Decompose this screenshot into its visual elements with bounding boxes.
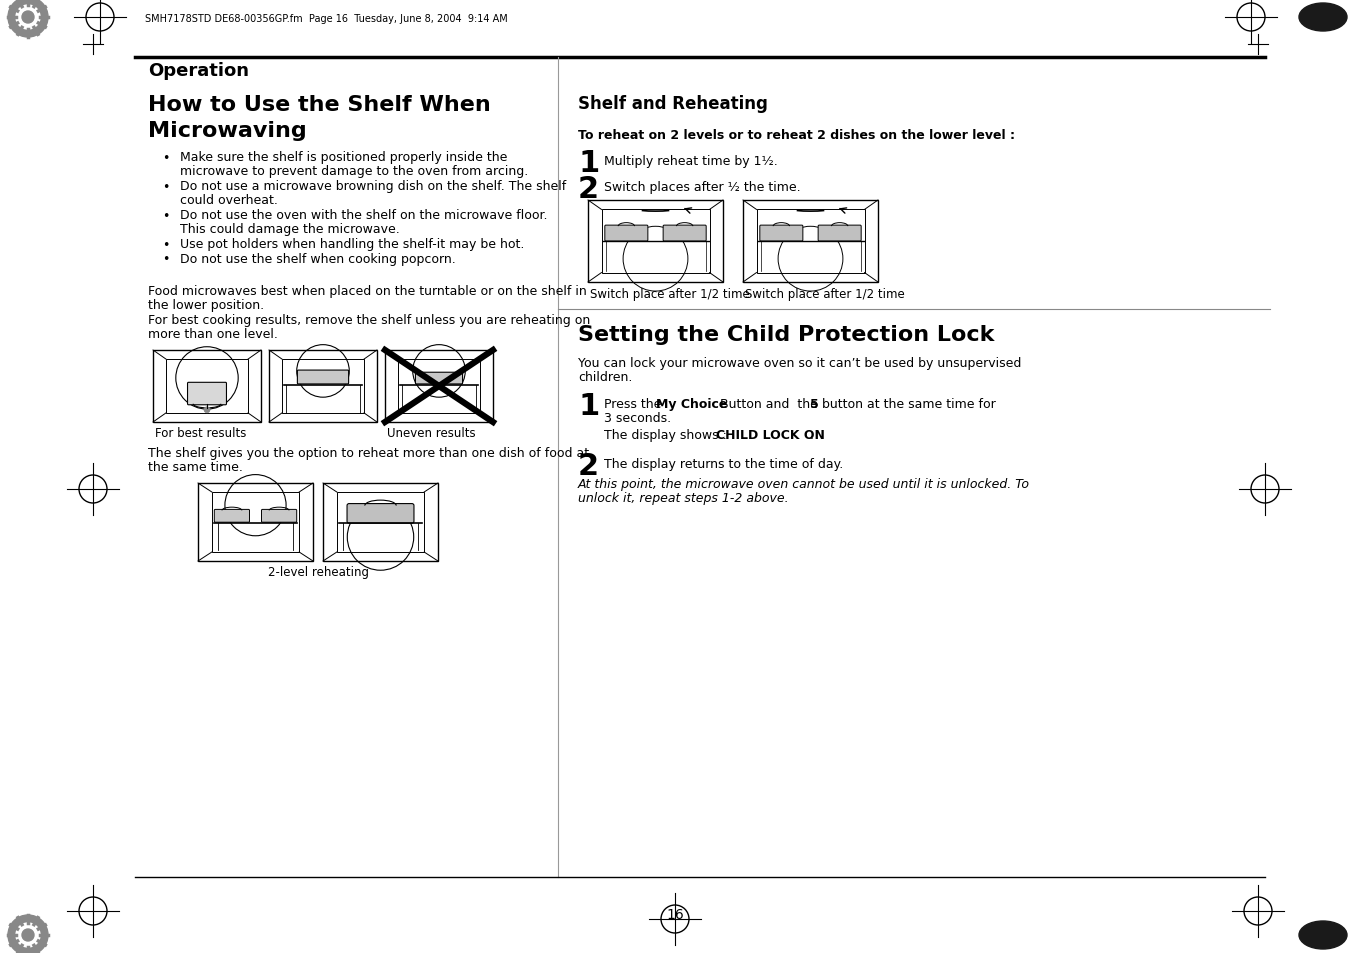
Text: To reheat on 2 levels or to reheat 2 dishes on the lower level :: To reheat on 2 levels or to reheat 2 dis… bbox=[578, 129, 1015, 142]
Text: Microwaving: Microwaving bbox=[149, 121, 307, 141]
Text: Press the: Press the bbox=[604, 397, 666, 411]
Text: Do not use the oven with the shelf on the microwave floor.: Do not use the oven with the shelf on th… bbox=[180, 209, 547, 222]
Bar bbox=[269, 351, 377, 422]
Text: Setting the Child Protection Lock: Setting the Child Protection Lock bbox=[578, 325, 994, 345]
Text: The display returns to the time of day.: The display returns to the time of day. bbox=[604, 457, 843, 471]
Text: could overheat.: could overheat. bbox=[180, 194, 278, 208]
FancyBboxPatch shape bbox=[415, 373, 462, 384]
FancyBboxPatch shape bbox=[262, 510, 297, 522]
Text: •: • bbox=[162, 181, 169, 193]
Text: My Choice: My Choice bbox=[657, 397, 727, 411]
Text: children.: children. bbox=[578, 371, 632, 384]
FancyBboxPatch shape bbox=[605, 226, 648, 242]
Text: Shelf and Reheating: Shelf and Reheating bbox=[578, 95, 767, 112]
Text: 2-level reheating: 2-level reheating bbox=[267, 565, 369, 578]
Text: 16: 16 bbox=[666, 907, 684, 921]
Text: 3 seconds.: 3 seconds. bbox=[604, 412, 671, 425]
Bar bbox=[212, 493, 299, 553]
Text: You can lock your microwave oven so it can’t be used by unsupervised: You can lock your microwave oven so it c… bbox=[578, 356, 1021, 370]
Text: more than one level.: more than one level. bbox=[149, 328, 278, 341]
Bar bbox=[399, 359, 480, 414]
Bar bbox=[153, 351, 261, 422]
FancyBboxPatch shape bbox=[759, 226, 802, 242]
Text: Use pot holders when handling the shelf-it may be hot.: Use pot holders when handling the shelf-… bbox=[180, 237, 524, 251]
Text: Uneven results: Uneven results bbox=[386, 427, 476, 439]
Text: Multiply reheat time by 1½.: Multiply reheat time by 1½. bbox=[604, 154, 778, 168]
FancyBboxPatch shape bbox=[819, 226, 861, 242]
Bar bbox=[166, 359, 249, 414]
Circle shape bbox=[16, 6, 41, 30]
Text: 1: 1 bbox=[578, 392, 600, 420]
Text: Do not use a microwave browning dish on the shelf. The shelf: Do not use a microwave browning dish on … bbox=[180, 180, 566, 193]
Bar bbox=[757, 211, 865, 274]
Text: This could damage the microwave.: This could damage the microwave. bbox=[180, 223, 400, 236]
FancyBboxPatch shape bbox=[215, 510, 250, 522]
Text: For best cooking results, remove the shelf unless you are reheating on: For best cooking results, remove the she… bbox=[149, 314, 590, 327]
Text: For best results: For best results bbox=[155, 427, 246, 439]
Text: 1: 1 bbox=[578, 149, 600, 178]
FancyBboxPatch shape bbox=[663, 226, 707, 242]
Bar bbox=[588, 201, 723, 283]
Text: •: • bbox=[162, 152, 169, 165]
Text: the same time.: the same time. bbox=[149, 461, 243, 474]
Bar bbox=[336, 493, 424, 553]
Bar bbox=[601, 211, 709, 274]
Bar bbox=[743, 201, 878, 283]
Text: 5: 5 bbox=[811, 397, 819, 411]
Circle shape bbox=[8, 0, 49, 38]
FancyBboxPatch shape bbox=[347, 504, 413, 523]
Text: CHILD LOCK ON: CHILD LOCK ON bbox=[716, 429, 825, 441]
Ellipse shape bbox=[1300, 921, 1347, 949]
Text: The shelf gives you the option to reheat more than one dish of food at: The shelf gives you the option to reheat… bbox=[149, 447, 589, 459]
Ellipse shape bbox=[1300, 4, 1347, 32]
Text: Button and  the: Button and the bbox=[716, 397, 821, 411]
Text: microwave to prevent damage to the oven from arcing.: microwave to prevent damage to the oven … bbox=[180, 165, 528, 178]
Text: Switch place after 1/2 time: Switch place after 1/2 time bbox=[744, 288, 905, 301]
Circle shape bbox=[8, 915, 49, 953]
Text: How to Use the Shelf When: How to Use the Shelf When bbox=[149, 95, 490, 115]
Circle shape bbox=[16, 923, 41, 947]
Bar bbox=[323, 483, 438, 561]
Circle shape bbox=[204, 407, 209, 414]
Text: Make sure the shelf is positioned properly inside the: Make sure the shelf is positioned proper… bbox=[180, 151, 508, 164]
Text: the lower position.: the lower position. bbox=[149, 299, 265, 313]
FancyBboxPatch shape bbox=[297, 371, 349, 384]
Text: 2: 2 bbox=[578, 452, 598, 480]
Text: Switch place after 1/2 time: Switch place after 1/2 time bbox=[590, 288, 750, 301]
Bar bbox=[385, 351, 493, 422]
Text: 2: 2 bbox=[578, 174, 598, 204]
Text: unlock it, repeat steps 1-2 above.: unlock it, repeat steps 1-2 above. bbox=[578, 492, 789, 505]
Text: Food microwaves best when placed on the turntable or on the shelf in: Food microwaves best when placed on the … bbox=[149, 285, 586, 297]
Text: •: • bbox=[162, 239, 169, 252]
Circle shape bbox=[22, 12, 34, 24]
Text: •: • bbox=[162, 253, 169, 266]
FancyBboxPatch shape bbox=[188, 383, 227, 405]
Text: At this point, the microwave oven cannot be used until it is unlocked. To: At this point, the microwave oven cannot… bbox=[578, 477, 1029, 491]
Text: Operation: Operation bbox=[149, 62, 249, 80]
Text: Do not use the shelf when cooking popcorn.: Do not use the shelf when cooking popcor… bbox=[180, 253, 455, 265]
Bar bbox=[199, 483, 313, 561]
Text: button at the same time for: button at the same time for bbox=[817, 397, 996, 411]
Text: The display shows :: The display shows : bbox=[604, 429, 731, 441]
Text: SMH7178STD DE68-00356GP.fm  Page 16  Tuesday, June 8, 2004  9:14 AM: SMH7178STD DE68-00356GP.fm Page 16 Tuesd… bbox=[145, 14, 508, 24]
Circle shape bbox=[22, 929, 34, 941]
Text: Switch places after ½ the time.: Switch places after ½ the time. bbox=[604, 181, 801, 193]
Bar bbox=[282, 359, 363, 414]
Text: .: . bbox=[811, 429, 815, 441]
Text: •: • bbox=[162, 210, 169, 223]
